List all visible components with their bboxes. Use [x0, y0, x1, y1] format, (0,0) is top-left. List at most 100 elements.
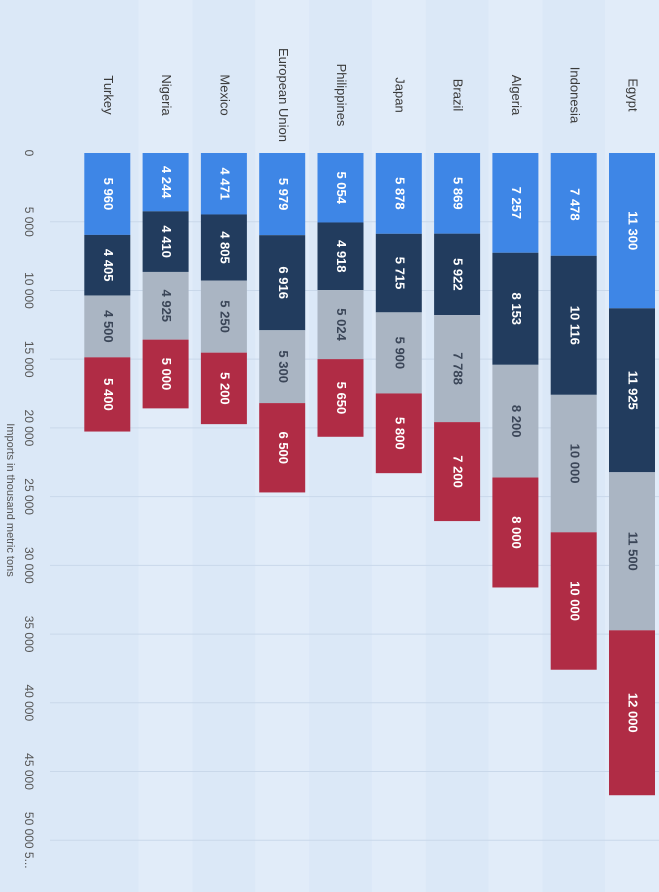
tick-label: 25 000 [22, 478, 36, 515]
data-label: 7 478 [567, 188, 582, 221]
x-axis-title: Imports in thousand metric tons [4, 423, 16, 577]
bar-segment [259, 330, 306, 404]
data-label: 11 500 [626, 532, 641, 571]
tick-label: 20 000 [22, 410, 36, 447]
bar-segment [375, 153, 422, 234]
category-label: Algeria [509, 75, 524, 116]
data-label: 5 878 [392, 177, 407, 210]
tick-label: 15 000 [22, 341, 36, 378]
bar-segment [492, 477, 539, 588]
data-label: 7 257 [509, 187, 524, 220]
data-label: 4 405 [101, 249, 116, 282]
bar-segment [550, 394, 597, 533]
category-label: Japan [392, 77, 407, 112]
bar-segment [84, 295, 131, 358]
tick-label: 50 000 5... [22, 812, 36, 869]
data-label: 5 922 [451, 258, 466, 291]
tick-label: 40 000 [22, 684, 36, 721]
data-label: 6 916 [276, 266, 291, 299]
data-label: 5 000 [159, 358, 174, 391]
data-label: 5 800 [392, 417, 407, 450]
bar-segment [142, 211, 189, 272]
bar-segment [434, 233, 481, 316]
data-label: 4 471 [217, 167, 232, 200]
bar-segment [142, 271, 189, 340]
data-label: 5 960 [101, 178, 116, 211]
data-label: 8 153 [509, 293, 524, 326]
bar-segment [492, 153, 539, 253]
bar-segment [317, 153, 364, 223]
data-label: 5 979 [276, 178, 291, 211]
data-label: 4 805 [217, 231, 232, 264]
data-label: 5 024 [334, 308, 349, 341]
bar-segment [317, 290, 364, 360]
category-label: Egypt [626, 78, 641, 112]
category-label: Brazil [451, 79, 466, 112]
data-label: 4 244 [159, 166, 174, 199]
data-label: 10 000 [567, 444, 582, 484]
bar-segment [550, 255, 597, 395]
category-label: Indonesia [567, 67, 582, 124]
data-label: 10 116 [567, 306, 582, 345]
category-label: Philippines [334, 64, 349, 127]
bar-segment [142, 339, 189, 409]
bar-segment [142, 153, 189, 212]
data-label: 4 410 [159, 225, 174, 258]
data-label: 11 300 [626, 211, 641, 250]
bar-segment [259, 403, 306, 493]
data-label: 5 650 [334, 382, 349, 415]
bars: 11 300 11 925 11 500 12 000 7 478 10 116 10 00… [84, 153, 655, 796]
category-label: Nigeria [159, 74, 174, 116]
bar-segment [434, 153, 481, 234]
bar-segment [84, 153, 131, 235]
tick-label: 10 000 [22, 272, 36, 309]
column-band [138, 0, 193, 892]
tick-label: 5 000 [22, 207, 36, 237]
bar-segment [492, 364, 539, 478]
data-label: 5 250 [217, 300, 232, 333]
data-label: 12 000 [626, 693, 641, 733]
bar-segment [84, 234, 131, 296]
data-label: 10 000 [567, 581, 582, 621]
bar-segment [550, 153, 597, 256]
data-label: 7 200 [451, 455, 466, 488]
data-label: 8 000 [509, 516, 524, 549]
tick-label: 0 [22, 150, 36, 157]
data-label: 4 925 [159, 290, 174, 323]
data-label: 5 200 [217, 372, 232, 405]
bar-segment [434, 422, 481, 522]
bar-segment [200, 280, 247, 353]
category-label: Turkey [101, 75, 116, 115]
bar-segment [84, 357, 131, 432]
bar-segment [609, 308, 655, 473]
bar-segment [375, 393, 422, 474]
category-labels: Egypt Indonesia Algeria Brazil Japan Philippi… [101, 48, 641, 142]
bar-segment [609, 630, 655, 796]
data-label: 4 500 [101, 310, 116, 343]
data-label: 5 054 [334, 171, 349, 204]
bar-segment [259, 153, 306, 236]
category-label: Mexico [217, 74, 232, 115]
data-label: 11 925 [626, 371, 641, 410]
data-label: 7 788 [451, 352, 466, 385]
category-label: European Union [276, 48, 291, 142]
data-label: 5 869 [451, 177, 466, 210]
tick-label: 45 000 [22, 753, 36, 790]
tick-label: 30 000 [22, 547, 36, 584]
data-label: 4 918 [334, 240, 349, 273]
data-label: 5 300 [276, 350, 291, 383]
bar-segment [200, 352, 247, 425]
tick-label: 35 000 [22, 616, 36, 653]
bar-segment [200, 153, 247, 215]
bar-segment [259, 235, 306, 331]
bar-segment [434, 315, 481, 423]
bar-segment [200, 214, 247, 281]
bar-segment [375, 233, 422, 313]
data-label: 6 500 [276, 431, 291, 464]
bar-segment [492, 252, 539, 365]
bar-segment [317, 359, 364, 437]
bar-segment [317, 222, 364, 291]
data-label: 8 200 [509, 405, 524, 438]
data-label: 5 715 [392, 257, 407, 290]
